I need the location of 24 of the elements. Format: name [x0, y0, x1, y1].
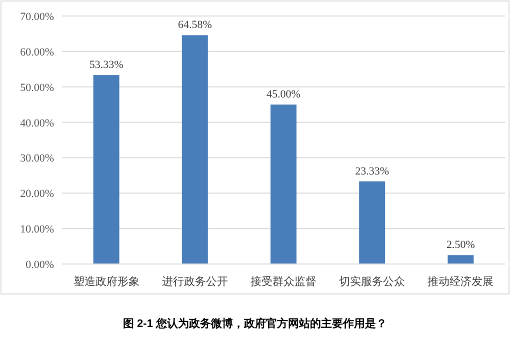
- y-tick-label: 50.00%: [20, 82, 54, 94]
- x-tick-label: 切实服务公众: [339, 275, 406, 288]
- bar: [270, 104, 296, 264]
- y-tick-label: 40.00%: [20, 117, 54, 130]
- data-label: 45.00%: [266, 88, 300, 101]
- x-tick-label: 塑造政府形象: [73, 275, 140, 288]
- bar: [448, 255, 474, 264]
- y-tick-label: 20.00%: [20, 188, 54, 200]
- data-label: 2.50%: [446, 239, 475, 252]
- bar: [93, 75, 120, 264]
- data-label: 23.33%: [355, 165, 390, 178]
- y-tick-label: 30.00%: [20, 152, 54, 165]
- data-label: 53.33%: [89, 59, 124, 72]
- x-tick-label: 推动经济发展: [428, 275, 494, 288]
- y-tick-label: 60.00%: [20, 46, 54, 58]
- y-tick-label: 0.00%: [26, 259, 54, 271]
- caption: 图 2-1 您认为政务微博，政府官方网站的主要作用是？: [122, 317, 388, 330]
- x-tick-label: 接受群众监督: [250, 275, 316, 288]
- bar: [182, 35, 208, 264]
- data-label: 64.58%: [178, 19, 212, 32]
- x-tick-label: 进行政务公开: [162, 275, 228, 288]
- y-tick-label: 10.00%: [20, 224, 54, 236]
- y-tick-label: 70.00%: [20, 11, 54, 23]
- bar: [359, 181, 386, 264]
